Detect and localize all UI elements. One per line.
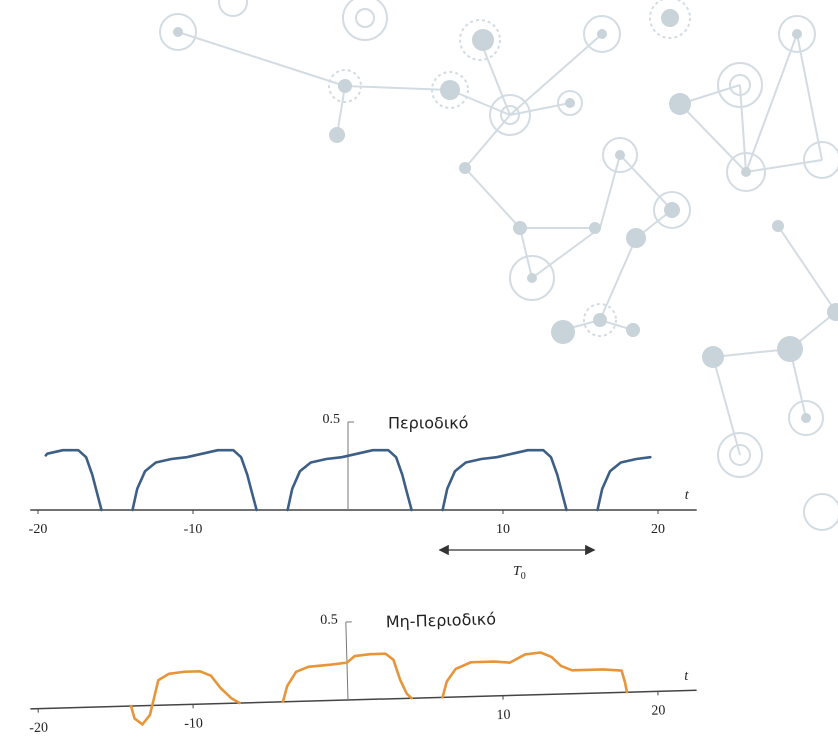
y-tick-label: 0.5 — [320, 612, 338, 627]
x-tick-label: -20 — [29, 522, 48, 537]
x-tick-label: -20 — [29, 721, 48, 737]
page: -20 -10 10 20 0.5 Περιοδικό t T0 -20 -10 10 20 0.5 Μη… — [0, 0, 838, 750]
x-tick-label: 10 — [496, 708, 510, 723]
chart-title: Περιοδικό — [388, 414, 468, 433]
chart: -20 -10 10 20 0.5 Μη-Περιοδικό t — [26, 603, 697, 737]
x-tick-label: -10 — [184, 522, 203, 537]
chart: -20 -10 10 20 0.5 Περιοδικό t T0 — [29, 412, 697, 582]
x-tick-label: -10 — [184, 716, 203, 732]
x-tick-label: 20 — [651, 703, 665, 718]
x-axis-label: t — [684, 669, 689, 684]
x-tick-label: 20 — [651, 522, 665, 537]
signal-line — [130, 647, 628, 725]
chart-title: Μη-Περιοδικό — [386, 609, 497, 631]
x-axis-label: t — [685, 488, 690, 503]
period-subscript: 0 — [521, 571, 526, 582]
network-decoration — [160, 0, 838, 530]
y-tick-label: 0.5 — [323, 412, 341, 427]
x-tick-label: 10 — [496, 522, 510, 537]
period-label: T0 — [513, 564, 526, 582]
